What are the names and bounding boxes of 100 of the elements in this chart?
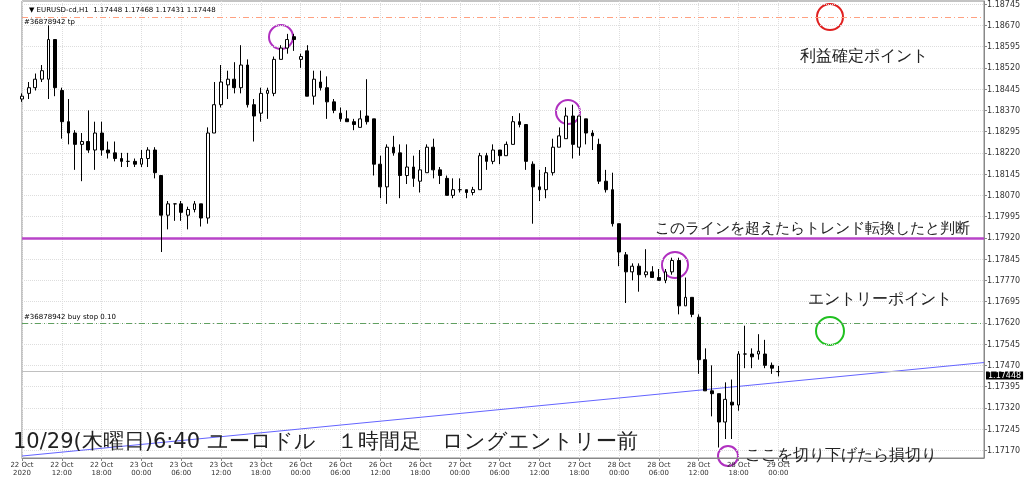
candlestick <box>345 109 349 123</box>
candlestick <box>305 44 309 97</box>
y-tick-label: 1.17545 <box>987 339 1021 349</box>
candlestick <box>743 325 747 369</box>
candlestick <box>518 112 521 128</box>
y-tick-label: 1.17695 <box>987 297 1021 307</box>
y-tick-label: 1.18520 <box>987 63 1021 73</box>
candlestick <box>445 175 449 196</box>
candlestick <box>498 149 502 165</box>
candlestick <box>544 166 548 199</box>
y-tick-label: 1.17320 <box>987 403 1021 413</box>
candlestick <box>471 186 475 196</box>
candlestick <box>611 172 614 228</box>
annotation: エントリーポイント <box>808 288 952 308</box>
candlestick <box>33 73 37 92</box>
y-tick-label: 1.17620 <box>987 318 1021 328</box>
candlestick <box>332 98 336 114</box>
candlestick <box>624 251 628 304</box>
candlestick <box>571 104 575 160</box>
candlestick <box>60 87 64 140</box>
candlestick <box>120 152 123 168</box>
y-tick-label: 1.17245 <box>987 424 1021 434</box>
candlestick <box>644 248 648 279</box>
y-tick-label: 1.18445 <box>987 84 1021 94</box>
candlestick <box>312 70 316 106</box>
y-tick-label: 1.18595 <box>987 42 1021 52</box>
candlestick <box>252 98 256 143</box>
candlestick <box>40 64 44 83</box>
candlestick <box>259 87 263 123</box>
candlestick <box>193 200 196 213</box>
candlestick <box>398 143 402 199</box>
candlestick <box>504 141 508 157</box>
candlestick <box>113 141 117 162</box>
candlestick <box>730 379 734 440</box>
candlestick <box>86 109 90 154</box>
candlestick <box>418 149 422 194</box>
candlestick <box>239 44 243 94</box>
candlestick <box>451 177 455 199</box>
y-tick-label: 1.18220 <box>987 148 1021 158</box>
candlestick <box>770 362 774 375</box>
candlestick <box>617 223 621 267</box>
candlestick <box>292 33 296 52</box>
candlestick <box>146 146 150 168</box>
candlestick <box>299 53 303 69</box>
y-tick-label: 1.17845 <box>987 254 1021 264</box>
candlestick <box>670 257 674 276</box>
candlestick <box>266 87 269 120</box>
candlestick <box>73 129 77 171</box>
candlestick <box>126 152 130 168</box>
candlestick <box>664 268 667 284</box>
candlestick <box>325 75 329 120</box>
ref-line-label: 1.17448 <box>988 371 1022 381</box>
candlestick <box>425 143 429 174</box>
candlestick <box>604 169 608 194</box>
candlestick <box>697 313 701 375</box>
candlestick <box>584 118 588 145</box>
candlestick <box>564 107 568 140</box>
candlestick <box>577 115 581 157</box>
candlestick <box>557 126 561 148</box>
candlestick <box>717 393 721 449</box>
annotation: このラインを超えたらトレンド転換したと判断 <box>655 218 970 237</box>
candlestick <box>591 129 594 151</box>
candlestick <box>485 152 488 171</box>
candlestick <box>206 126 210 225</box>
candlestick <box>763 339 767 369</box>
y-tick-label: 1.18745 <box>987 0 1021 9</box>
candlestick <box>478 152 482 191</box>
candlestick <box>750 347 754 369</box>
y-tick-label: 1.17395 <box>987 382 1021 392</box>
y-tick-label: 1.18145 <box>987 169 1021 179</box>
candlestick <box>140 149 143 168</box>
candlestick <box>551 138 555 177</box>
candlestick <box>723 381 727 440</box>
candlestick <box>710 364 714 417</box>
candlestick <box>597 138 601 185</box>
candlestick <box>285 33 289 55</box>
candlestick <box>412 155 415 188</box>
candlestick <box>93 121 97 171</box>
candlestick <box>703 347 707 392</box>
candlestick <box>173 203 177 222</box>
candlestick <box>511 115 515 145</box>
candlestick <box>392 135 395 157</box>
candlestick <box>186 206 190 230</box>
candlestick <box>212 81 216 134</box>
y-tick-label: 1.18070 <box>987 190 1021 200</box>
y-tick-label: 1.17170 <box>987 445 1021 455</box>
candlestick <box>757 333 760 361</box>
candlestick <box>80 132 84 182</box>
candlestick <box>106 141 110 160</box>
y-tick-label: 1.17995 <box>987 212 1021 222</box>
y-tick-label: 1.18670 <box>987 20 1021 30</box>
candlestick <box>133 158 137 168</box>
candlestick <box>378 155 382 199</box>
candlestick <box>431 138 435 179</box>
candlestick <box>279 44 283 60</box>
candlestick <box>47 24 50 100</box>
candlestick <box>372 118 376 177</box>
candlestick <box>524 124 528 171</box>
candlestick <box>650 265 654 279</box>
candlestick <box>465 189 468 199</box>
